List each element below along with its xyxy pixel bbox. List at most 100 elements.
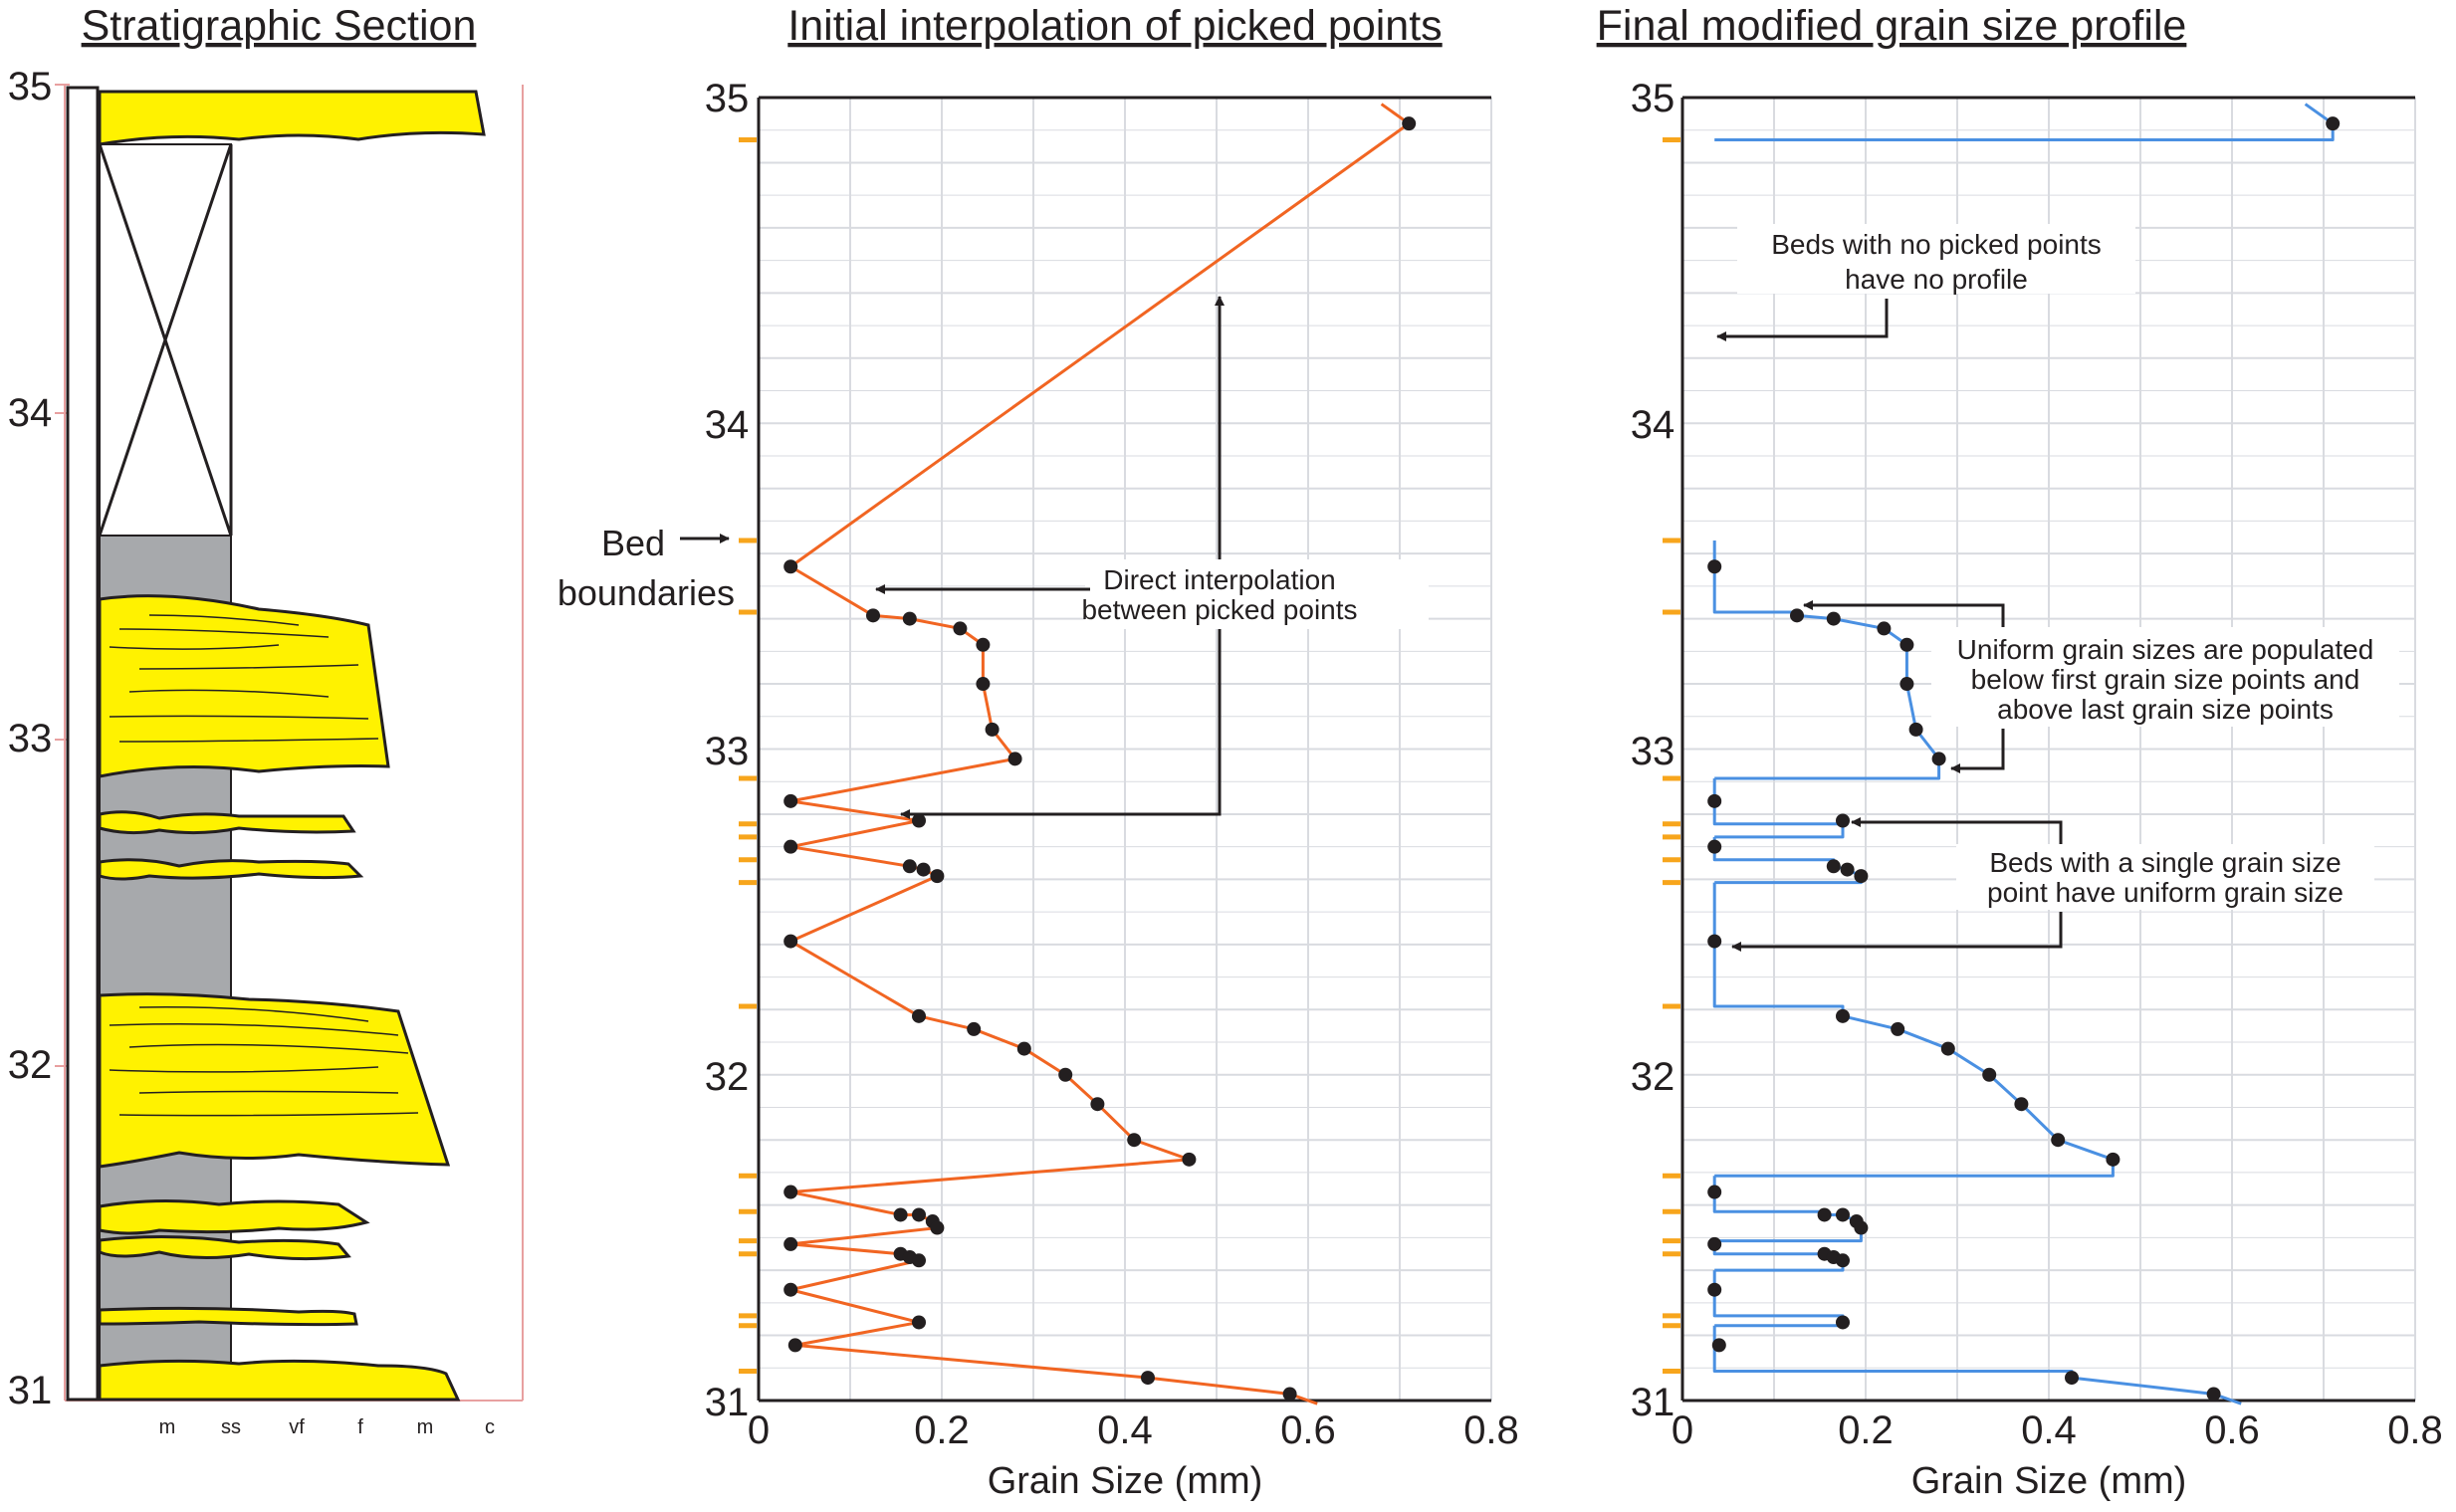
c2-ytick-33: 33 <box>1631 730 1675 773</box>
c2-picked-point <box>1908 722 1923 737</box>
covered-interval <box>98 143 233 537</box>
c2-xtick-0: 0 <box>1672 1408 1693 1452</box>
c1-picked-point <box>902 611 917 626</box>
sand-bed-thin-2 <box>98 858 364 881</box>
chart-initial-xticks: 0 0.2 0.4 0.6 0.8 <box>748 1408 1519 1452</box>
c2-picked-point <box>1899 637 1914 652</box>
c1-picked-point <box>912 1253 926 1268</box>
c1-picked-point <box>783 793 798 808</box>
noprofile-arrow <box>1716 299 1889 341</box>
chart-initial-axes <box>757 96 1491 1403</box>
single-annotation-1: Beds with a single grain size <box>1989 847 2341 878</box>
c2-xtick-0.6: 0.6 <box>2204 1408 2260 1452</box>
c2-picked-point <box>1817 1207 1832 1222</box>
chart-final-xticks: 0 0.2 0.4 0.6 0.8 <box>1672 1408 2443 1452</box>
c2-series-segment <box>1714 103 2335 142</box>
uniform-annotation-3: above last grain size points <box>1997 694 2334 725</box>
c2-ytick-31: 31 <box>1631 1381 1675 1424</box>
chart-final-yticks: 35 34 33 32 31 <box>1631 77 1675 1424</box>
sand-bed-top <box>98 90 486 146</box>
c2-picked-point <box>1940 1041 1955 1056</box>
grain-label-ss: ss <box>221 1416 241 1438</box>
c2-picked-point <box>2206 1387 2221 1402</box>
c2-ytick-35: 35 <box>1631 77 1675 120</box>
c1-picked-point <box>1182 1152 1197 1167</box>
c1-picked-point <box>783 1185 798 1199</box>
sand-bed-33 <box>98 594 390 778</box>
c2-picked-point <box>1854 1220 1869 1235</box>
chart-initial: Initial interpolation of picked points 3… <box>558 2 1519 1502</box>
c1-ytick-31: 31 <box>705 1381 750 1424</box>
c2-picked-point <box>1982 1067 1997 1082</box>
bed-label-line-1: Bed <box>601 523 665 563</box>
c1-xtick-0.4: 0.4 <box>1097 1408 1153 1452</box>
c1-picked-point <box>930 869 945 884</box>
c2-picked-point <box>1826 859 1841 874</box>
c2-picked-point <box>1707 559 1722 574</box>
c1-picked-point <box>912 1315 926 1330</box>
c2-series-segment <box>1712 1270 1845 1328</box>
single-annotation-2: point have uniform grain size <box>1987 877 2344 908</box>
c1-picked-point <box>976 677 991 692</box>
interp-annotation-2: between picked points <box>1081 594 1357 625</box>
strat-section: Stratigraphic Section 35 34 33 32 31 <box>8 2 524 1438</box>
chart-initial-points <box>783 116 1417 1402</box>
c1-picked-point <box>787 1338 802 1353</box>
c2-picked-point <box>2014 1097 2029 1112</box>
c1-picked-point <box>967 1021 982 1036</box>
c1-xtick-0.2: 0.2 <box>914 1408 970 1452</box>
c1-xtick-0.6: 0.6 <box>1280 1408 1336 1452</box>
uniform-annotation-1: Uniform grain sizes are populated <box>1957 634 2374 665</box>
c2-xtick-0.8: 0.8 <box>2387 1408 2443 1452</box>
c1-picked-point <box>1141 1371 1155 1386</box>
chart-initial-grid <box>759 97 1492 1402</box>
strat-ytick-31: 31 <box>8 1369 53 1412</box>
strat-ytick-32: 32 <box>8 1043 53 1087</box>
c1-ytick-34: 34 <box>705 403 750 447</box>
c1-picked-point <box>916 862 931 877</box>
c2-picked-point <box>1836 1315 1850 1330</box>
c1-picked-point <box>902 859 917 874</box>
c2-picked-point <box>2051 1133 2066 1148</box>
c1-picked-point <box>912 1207 926 1222</box>
grain-label-m2: m <box>417 1416 434 1438</box>
sand-bed-thin-5 <box>98 1306 358 1327</box>
strat-ytick-33: 33 <box>8 717 53 760</box>
chart-final-title: Final modified grain size profile <box>1597 2 2187 50</box>
c1-picked-point <box>976 637 991 652</box>
single-arrow-up <box>1851 817 2063 844</box>
c2-picked-point <box>1836 1207 1850 1222</box>
chart-initial-title: Initial interpolation of picked points <box>787 2 1442 50</box>
sand-bed-thin-3 <box>98 1198 370 1235</box>
chart-final-points <box>1707 116 2341 1402</box>
single-annotation-bg <box>1956 844 2374 910</box>
c2-series-segment <box>1712 540 1941 780</box>
c1-picked-point <box>1016 1041 1031 1056</box>
uniform-arrow-down <box>1950 729 2005 773</box>
c1-picked-point <box>953 621 968 636</box>
c1-picked-point <box>783 1282 798 1297</box>
strat-ytick-34: 34 <box>8 391 53 435</box>
noprofile-annotation-1: Beds with no picked points <box>1771 229 2102 260</box>
grain-label-f: f <box>357 1416 363 1438</box>
chart-final-axes <box>1680 96 2415 1403</box>
c1-picked-point <box>985 722 1000 737</box>
grain-label-vf: vf <box>289 1416 305 1438</box>
c2-xtick-0.4: 0.4 <box>2021 1408 2077 1452</box>
c1-picked-point <box>1007 752 1022 766</box>
c2-picked-point <box>1836 1253 1850 1268</box>
c1-picked-point <box>1058 1067 1073 1082</box>
c1-picked-point <box>783 839 798 854</box>
c2-picked-point <box>1836 813 1850 828</box>
interp-annotation-1: Direct interpolation <box>1103 564 1335 595</box>
c2-picked-point <box>1790 608 1804 623</box>
c1-ytick-35: 35 <box>705 77 750 120</box>
c2-picked-point <box>1931 752 1946 766</box>
c2-series-segment <box>1712 777 1845 839</box>
noprofile-annotation-2: have no profile <box>1845 264 2028 295</box>
c1-picked-point <box>912 1008 926 1023</box>
c1-picked-point <box>1402 116 1417 131</box>
sand-bed-bottom <box>98 1359 461 1402</box>
grain-label-m: m <box>159 1416 176 1438</box>
